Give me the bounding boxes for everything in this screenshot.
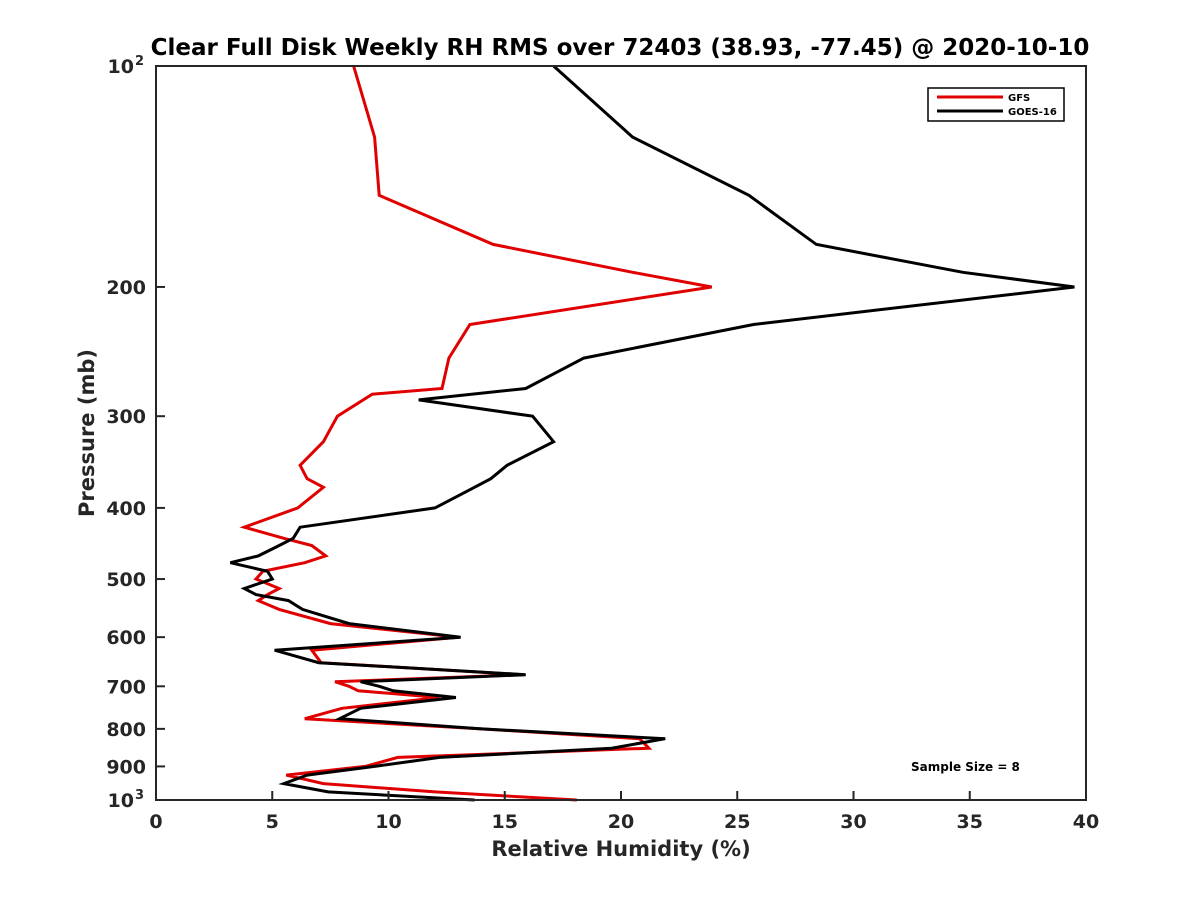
y-tick-label: 600 <box>106 627 146 649</box>
y-tick-label: 800 <box>106 719 146 741</box>
legend: GFS GOES-16 <box>927 87 1065 122</box>
x-axis-ticks: 0 5 10 15 20 25 30 35 40 <box>149 791 1099 833</box>
sample-size-annotation: Sample Size = 8 <box>911 760 1020 774</box>
y-tick-exponent: 3 <box>135 788 144 803</box>
legend-label-gfs: GFS <box>1008 93 1030 104</box>
y-tick-label: 300 <box>106 406 146 428</box>
x-tick-label: 10 <box>375 811 401 833</box>
y-tick-label: 400 <box>106 498 146 520</box>
x-tick-label: 5 <box>266 811 279 833</box>
x-axis-title: Relative Humidity (%) <box>491 837 750 861</box>
x-tick-label: 35 <box>957 811 983 833</box>
series-line-goes-16 <box>230 64 1075 802</box>
x-tick-label: 25 <box>724 811 750 833</box>
x-tick-label: 40 <box>1073 811 1099 833</box>
y-tick-label: 10 <box>108 790 134 812</box>
x-tick-label: 15 <box>492 811 518 833</box>
chart-title: Clear Full Disk Weekly RH RMS over 72403… <box>151 35 1090 61</box>
x-tick-label: 20 <box>608 811 634 833</box>
y-axis-title: Pressure (mb) <box>75 349 99 517</box>
y-tick-exponent: 2 <box>135 54 144 69</box>
series-layer <box>230 64 1075 802</box>
legend-box <box>927 87 1065 122</box>
legend-label-goes-16: GOES-16 <box>1008 107 1057 118</box>
y-tick-label: 500 <box>106 569 146 591</box>
y-tick-label: 900 <box>106 756 146 778</box>
y-tick-label: 10 <box>108 56 134 78</box>
y-tick-label: 200 <box>106 277 146 299</box>
x-tick-label: 30 <box>840 811 866 833</box>
y-tick-label: 700 <box>106 676 146 698</box>
x-tick-label: 0 <box>149 811 162 833</box>
